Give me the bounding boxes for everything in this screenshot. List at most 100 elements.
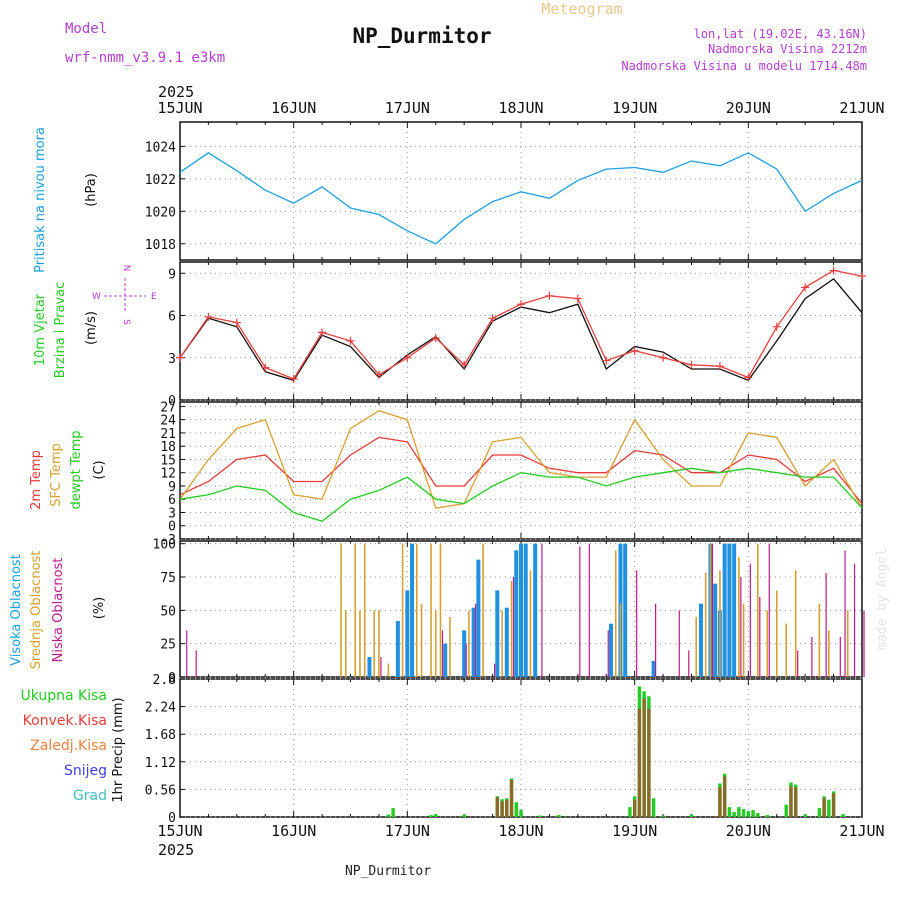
xtick-label-top: 20JUN: [726, 99, 771, 117]
cloud-bar-high: [713, 583, 718, 677]
precip-bar-total: [751, 810, 755, 817]
xtick-label-bottom: 17JUN: [385, 822, 430, 840]
lonlat-text: lon,lat (19.02E, 43.16N): [694, 27, 867, 41]
precip-bar-total: [651, 798, 656, 817]
wind-dir-s: S: [121, 319, 131, 325]
temperature-ytick-label: 24: [160, 414, 176, 429]
temp-unit: (C): [92, 460, 107, 479]
wind-gust-marker: [545, 291, 554, 300]
precip-bar-total: [784, 804, 788, 817]
precip-bar-conv: [822, 798, 826, 817]
precip-bar-conv: [647, 708, 651, 817]
wind-gust-marker: [318, 328, 327, 337]
precip-bar-conv: [509, 780, 514, 817]
wind-ytick-label: 6: [168, 310, 176, 325]
xtick-label-bottom: 19JUN: [612, 822, 657, 840]
wind-gust-marker: [176, 353, 184, 362]
wind-gust-marker: [715, 362, 724, 371]
precip-bar-total: [689, 814, 694, 817]
temperature-ytick-label: 12: [160, 467, 176, 482]
precip-bar-conv: [495, 797, 500, 817]
precip-legend-conv: Konvek.Kisa: [23, 713, 107, 729]
wind-gust-marker: [772, 322, 781, 331]
cloud-bar-high: [533, 543, 538, 677]
precip-bar-conv: [500, 801, 504, 817]
precip-bar-conv: [793, 787, 798, 817]
pressure-ytick-label: 1022: [145, 173, 176, 188]
year-top: 2025: [158, 83, 194, 101]
cloud-bar-high: [698, 603, 703, 677]
precip-bar-total: [538, 815, 542, 817]
cloud-ylabel-1: Visoka Oblacnost: [9, 554, 24, 666]
cloud-bar-high: [405, 590, 410, 677]
temperature-ytick-label: 15: [160, 453, 176, 468]
precip-bar-conv: [632, 799, 637, 817]
temperature-ytick-label: 0: [168, 520, 176, 535]
precip-bar-conv: [718, 787, 722, 817]
clouds-ytick-label: 75: [160, 571, 176, 586]
wind-gust-marker: [346, 336, 355, 345]
precip-bar-conv: [789, 786, 793, 817]
wind-dir-n: N: [121, 265, 131, 272]
wind-compass-glyph: [104, 278, 146, 312]
precip-bar-total: [661, 815, 665, 817]
cloud-bar-high: [519, 543, 523, 677]
wind-gust-marker: [829, 266, 838, 275]
cloud-bar-high: [727, 543, 732, 677]
precip-bar-conv: [505, 799, 509, 817]
wind-gust-marker: [659, 353, 668, 362]
precip-bar-total: [462, 814, 466, 817]
cloud-bar-high: [523, 543, 528, 677]
wind-gust-marker: [431, 334, 440, 343]
temperature-ytick-label: -3: [160, 533, 176, 548]
cloud-bar-high: [410, 543, 415, 677]
precip-bar-total: [827, 799, 831, 817]
precip-bar-total: [727, 807, 732, 817]
model-altitude-text: Nadmorska Visina u modelu 1714.48m: [621, 59, 867, 73]
temperature-ytick-label: 21: [160, 427, 176, 442]
cloud-bar-high: [471, 607, 476, 677]
temperature-ytick-label: 3: [168, 506, 176, 521]
cloud-ylabel-3: Niska Oblacnost: [51, 558, 66, 663]
cloud-bar-high: [443, 643, 448, 677]
precip-legend-grad: Grad: [73, 788, 107, 804]
wind-gust-marker: [517, 300, 525, 309]
cloud-ylabel-2: Srednja Oblacnost: [29, 551, 44, 670]
xtick-label-top: 21JUN: [839, 99, 884, 117]
wind-gust-marker: [261, 363, 270, 372]
precip-bar-conv: [722, 776, 727, 817]
wind-gust-marker: [204, 312, 213, 321]
precip-ytick-label: 1.12: [145, 756, 176, 771]
wind-gust-marker: [573, 294, 582, 303]
cloud-bar-high: [395, 621, 400, 677]
pressure-series-pritisak: [179, 152, 863, 245]
model-label: Model: [65, 21, 107, 37]
precip-ytick-label: 0: [168, 811, 176, 826]
temperature-ytick-label: 9: [168, 480, 176, 495]
precip-ylabel: 1hr Precip (mm): [111, 697, 126, 802]
precip-bar-total: [557, 815, 561, 817]
precip-bar-total: [386, 814, 391, 817]
temperature-ytick-label: 18: [160, 440, 176, 455]
wind-ylabel-2: Brzina i Pravac: [53, 282, 68, 379]
cloud-bar-high: [504, 607, 509, 677]
xtick-label-bottom: 18JUN: [498, 822, 543, 840]
wind-ytick-label: 0: [168, 394, 176, 409]
cloud-bar-high: [462, 630, 467, 677]
xtick-label-top: 18JUN: [498, 99, 543, 117]
precip-ytick-label: 2.24: [145, 701, 176, 716]
temp-ylabel-2: SFC Temp: [49, 443, 64, 507]
xtick-label-bottom: 20JUN: [726, 822, 771, 840]
clouds-ytick-label: 0: [168, 671, 176, 686]
precip-bar-total: [429, 815, 433, 817]
year-bottom: 2025: [158, 841, 194, 859]
pressure-ytick-label: 1018: [145, 238, 176, 253]
precip-bar-total: [746, 811, 751, 817]
wind-gust-marker: [289, 374, 298, 383]
precip-bar-total: [519, 809, 523, 817]
precip-bar-total: [391, 808, 395, 817]
temperature-series-dewpt-temp: [179, 467, 863, 523]
wind-unit: (m/s): [84, 311, 99, 345]
wind-gust-marker: [602, 356, 611, 365]
precip-bar-total: [803, 814, 807, 817]
